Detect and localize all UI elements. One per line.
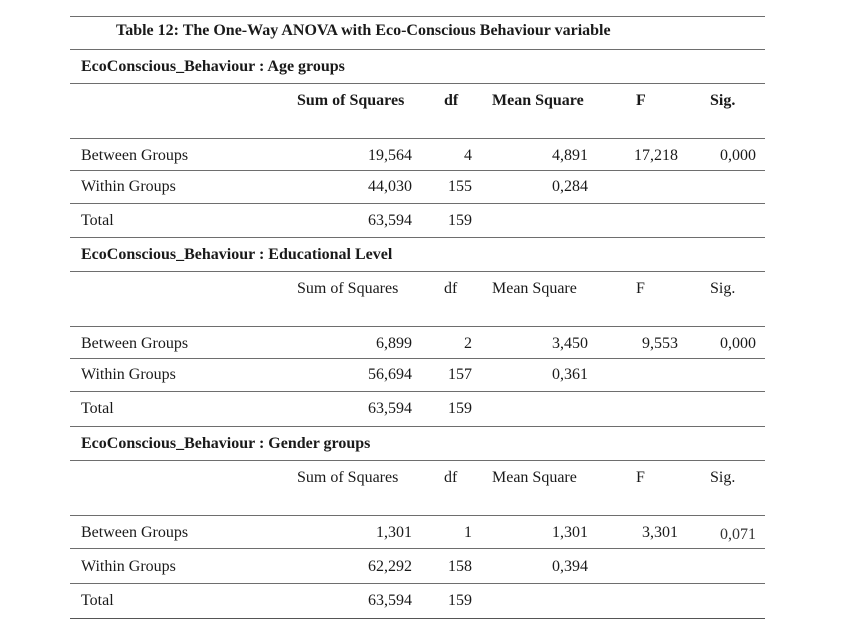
cell-sig: 0,000 — [690, 147, 756, 165]
cell-sum-of-squares: 1,301 — [340, 524, 412, 542]
rule — [70, 391, 765, 392]
cell-df: 157 — [432, 366, 472, 384]
rule — [70, 515, 765, 516]
cell-sum-of-squares: 6,899 — [340, 335, 412, 353]
cell-sum-of-squares: 44,030 — [340, 178, 412, 196]
header-sum-of-squares: Sum of Squares — [297, 280, 398, 298]
cell-sum-of-squares: 19,564 — [340, 147, 412, 165]
rule — [70, 548, 765, 549]
cell-mean-square: 0,394 — [518, 558, 588, 576]
row-label-between-groups: Between Groups — [81, 147, 188, 165]
rule — [70, 203, 765, 204]
rule-bottom — [70, 618, 765, 619]
row-label-between-groups: Between Groups — [81, 524, 188, 542]
header-sum-of-squares: Sum of Squares — [297, 469, 398, 487]
cell-sig: 0,071 — [690, 526, 756, 544]
cell-sum-of-squares: 63,594 — [340, 400, 412, 418]
header-df: df — [444, 469, 457, 487]
section-heading-gender-groups: EcoConscious_Behaviour : Gender groups — [81, 435, 370, 453]
cell-sum-of-squares: 56,694 — [340, 366, 412, 384]
cell-f: 17,218 — [610, 147, 678, 165]
cell-df: 158 — [432, 558, 472, 576]
row-label-total: Total — [81, 212, 114, 230]
rule — [70, 170, 765, 171]
header-df: df — [444, 280, 457, 298]
rule — [70, 326, 765, 327]
rule — [70, 583, 765, 584]
cell-mean-square: 0,284 — [518, 178, 588, 196]
header-sig: Sig. — [710, 469, 735, 487]
rule — [70, 426, 765, 427]
row-label-within-groups: Within Groups — [81, 366, 176, 384]
section-heading-educational-level: EcoConscious_Behaviour : Educational Lev… — [81, 246, 392, 264]
header-mean-square: Mean Square — [492, 280, 577, 298]
header-mean-square: Mean Square — [492, 469, 577, 487]
cell-sum-of-squares: 63,594 — [340, 592, 412, 610]
header-mean-square: Mean Square — [492, 92, 584, 110]
table-title: Table 12: The One-Way ANOVA with Eco-Con… — [116, 22, 611, 40]
row-label-between-groups: Between Groups — [81, 335, 188, 353]
cell-sig: 0,000 — [690, 335, 756, 353]
cell-mean-square: 3,450 — [518, 335, 588, 353]
cell-mean-square: 4,891 — [518, 147, 588, 165]
cell-f: 3,301 — [610, 524, 678, 542]
cell-df: 159 — [432, 592, 472, 610]
row-label-within-groups: Within Groups — [81, 178, 176, 196]
row-label-total: Total — [81, 592, 114, 610]
cell-sum-of-squares: 63,594 — [340, 212, 412, 230]
rule — [70, 138, 765, 139]
rule — [70, 460, 765, 461]
cell-f: 9,553 — [610, 335, 678, 353]
cell-mean-square: 0,361 — [518, 366, 588, 384]
rule — [70, 83, 765, 84]
rule — [70, 49, 765, 50]
section-heading-age-groups: EcoConscious_Behaviour : Age groups — [81, 58, 345, 76]
header-f: F — [636, 280, 645, 298]
cell-df: 159 — [432, 212, 472, 230]
cell-sum-of-squares: 62,292 — [340, 558, 412, 576]
cell-df: 2 — [432, 335, 472, 353]
header-f: F — [636, 92, 646, 110]
cell-df: 4 — [432, 147, 472, 165]
header-sig: Sig. — [710, 92, 735, 110]
row-label-within-groups: Within Groups — [81, 558, 176, 576]
cell-df: 1 — [432, 524, 472, 542]
header-sig: Sig. — [710, 280, 735, 298]
rule — [70, 237, 765, 238]
rule — [70, 358, 765, 359]
header-f: F — [636, 469, 645, 487]
header-df: df — [444, 92, 458, 110]
rule-top — [70, 16, 765, 17]
cell-df: 155 — [432, 178, 472, 196]
header-sum-of-squares: Sum of Squares — [297, 92, 404, 110]
row-label-total: Total — [81, 400, 114, 418]
rule — [70, 271, 765, 272]
cell-df: 159 — [432, 400, 472, 418]
cell-mean-square: 1,301 — [518, 524, 588, 542]
